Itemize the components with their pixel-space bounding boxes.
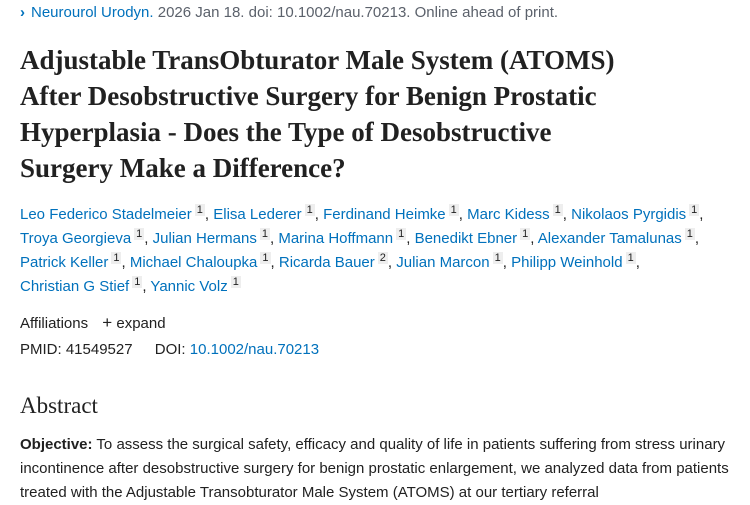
affiliation-number[interactable]: 1 [625, 252, 636, 264]
author-line: Christian G Stief 1, Yannic Volz 1 [20, 276, 241, 295]
title-line: Adjustable TransObturator Male System (A… [20, 45, 615, 75]
author-link[interactable]: Marc Kidess [467, 206, 550, 223]
affiliation-number[interactable]: 1 [111, 252, 122, 264]
author-link[interactable]: Christian G Stief [20, 278, 130, 295]
affiliation-number[interactable]: 2 [377, 252, 388, 264]
doi-link[interactable]: 10.1002/nau.70213 [189, 341, 320, 358]
objective-label: Objective: [20, 436, 93, 453]
chevron-right-icon[interactable]: › [20, 4, 25, 21]
author-list: Leo Federico Stadelmeier 1, Elisa Lederer… [20, 203, 740, 299]
doi-label: DOI: [154, 341, 186, 358]
affiliation-number[interactable]: 1 [448, 204, 459, 216]
author-link[interactable]: Nikolaos Pyrgidis [571, 206, 687, 223]
author-line: Troya Georgieva 1, Julian Hermans 1, Marin… [20, 228, 700, 247]
title-line: Surgery Make a Difference? [20, 153, 346, 183]
article-ids: PMID: 41549527 DOI: 10.1002/nau.70213 [20, 341, 319, 358]
affiliations: Affiliations + expand [20, 313, 166, 333]
affiliation-number[interactable]: 1 [520, 228, 531, 240]
affiliations-label: Affiliations [20, 315, 89, 332]
affiliation-number[interactable]: 1 [396, 228, 407, 240]
affiliation-number[interactable]: 1 [194, 204, 205, 216]
affiliation-number[interactable]: 1 [259, 228, 270, 240]
citation: › Neurourol Urodyn. 2026 Jan 18. doi: 10.… [20, 4, 558, 21]
author-link[interactable]: Elisa Lederer [213, 206, 302, 223]
pmid-value: 41549527 [65, 341, 133, 358]
author-link[interactable]: Michael Chaloupka [129, 254, 258, 271]
expand-label: expand [116, 315, 166, 332]
author-link[interactable]: Julian Marcon [396, 254, 490, 271]
author-line: Patrick Keller 1, Michael Chaloupka 1, Ric… [20, 252, 640, 271]
title-line: Hyperplasia - Does the Type of Desobstru… [20, 117, 552, 147]
author-link[interactable]: Benedikt Ebner [414, 230, 518, 247]
author-link[interactable]: Ricarda Bauer [278, 254, 375, 271]
abstract-objective: Objective: To assess the surgical safety… [20, 433, 732, 505]
title-line: After Desobstructive Surgery for Benign … [20, 81, 597, 111]
objective-text: To assess the surgical safety, efficacy … [20, 436, 729, 501]
author-link[interactable]: Ferdinand Heimke [323, 206, 446, 223]
affiliation-number[interactable]: 1 [304, 204, 315, 216]
affiliation-number[interactable]: 1 [230, 276, 241, 288]
author-link[interactable]: Alexander Tamalunas [537, 230, 682, 247]
journal-link[interactable]: Neurourol Urodyn. [31, 4, 154, 21]
abstract-heading: Abstract [20, 393, 98, 418]
citation-details: 2026 Jan 18. doi: 10.1002/nau.70213. Onl… [153, 4, 559, 21]
affiliation-number[interactable]: 1 [689, 204, 700, 216]
affiliation-number[interactable]: 1 [134, 228, 145, 240]
affiliation-number[interactable]: 1 [260, 252, 271, 264]
author-line: Leo Federico Stadelmeier 1, Elisa Lederer… [20, 204, 704, 223]
affiliation-number[interactable]: 1 [492, 252, 503, 264]
plus-icon: + [102, 313, 113, 332]
affiliation-number[interactable]: 1 [132, 276, 143, 288]
author-link[interactable]: Philipp Weinhold [511, 254, 623, 271]
author-link[interactable]: Yannic Volz [150, 278, 228, 295]
article-title: Adjustable TransObturator Male System (A… [20, 42, 615, 186]
author-link[interactable]: Patrick Keller [20, 254, 109, 271]
pmid-label: PMID: [20, 341, 62, 358]
author-link[interactable]: Julian Hermans [152, 230, 257, 247]
affiliation-number[interactable]: 1 [552, 204, 563, 216]
author-link[interactable]: Marina Hoffmann [278, 230, 394, 247]
author-link[interactable]: Troya Georgieva [20, 230, 132, 247]
affiliation-number[interactable]: 1 [684, 228, 695, 240]
author-link[interactable]: Leo Federico Stadelmeier [20, 206, 192, 223]
expand-affiliations-button[interactable]: + expand [92, 313, 166, 332]
